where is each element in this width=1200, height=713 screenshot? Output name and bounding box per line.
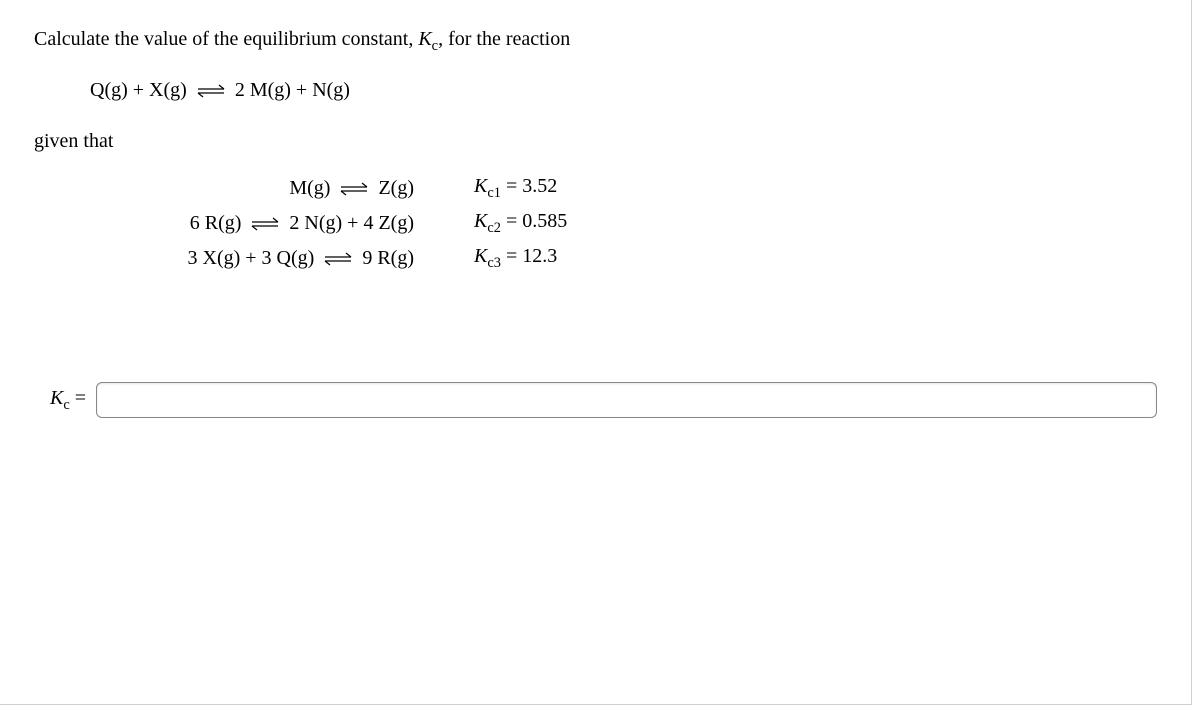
reaction-rhs: 9 R(g) [362,247,414,269]
kc-answer-input[interactable] [96,382,1157,418]
equilibrium-arrow-icon [196,84,226,98]
reactions-table: M(g) Z(g) Kc1 = 3.52 6 R(g) [94,175,1157,272]
reaction-row: 3 X(g) + 3 Q(g) 9 R(g) [94,247,414,270]
target-lhs: Q(g) + X(g) [90,79,187,101]
reaction-lhs: M(g) [289,177,330,199]
k-base: K [474,210,487,232]
target-equation: Q(g) + X(g) 2 M(g) + N(g) [90,79,1157,102]
question-page: Calculate the value of the equilibrium c… [0,0,1192,705]
answer-equals: = [70,387,86,409]
k-sub: c1 [487,185,501,201]
reaction-row: 6 R(g) 2 N(g) + 4 Z(g) [94,212,414,235]
k-value: 12.3 [522,245,557,267]
kc-symbol-base: K [418,28,431,50]
prompt-suffix: , for the reaction [438,28,570,50]
answer-label: Kc = [50,387,96,414]
answer-row: Kc = [50,382,1157,418]
kc-value-cell: Kc1 = 3.52 [474,175,674,202]
equals: = [506,245,522,267]
kc-value-cell: Kc3 = 12.3 [474,245,674,272]
reaction-lhs: 6 R(g) [190,212,242,234]
answer-k-base: K [50,387,63,409]
prompt-prefix: Calculate the value of the equilibrium c… [34,28,418,50]
reaction-rhs: 2 N(g) + 4 Z(g) [289,212,414,234]
k-sub: c3 [487,255,501,271]
target-rhs: 2 M(g) + N(g) [235,79,350,101]
reaction-lhs: 3 X(g) + 3 Q(g) [188,247,315,269]
k-value: 0.585 [522,210,567,232]
equals: = [506,175,522,197]
k-base: K [474,245,487,267]
equilibrium-arrow-icon [323,252,353,266]
equals: = [506,210,522,232]
k-base: K [474,175,487,197]
reaction-row: M(g) Z(g) [94,177,414,200]
given-that-label: given that [34,130,1157,153]
equilibrium-arrow-icon [339,182,369,196]
k-value: 3.52 [522,175,557,197]
prompt-text: Calculate the value of the equilibrium c… [34,28,1157,55]
reaction-rhs: Z(g) [378,177,414,199]
k-sub: c2 [487,220,501,236]
kc-value-cell: Kc2 = 0.585 [474,210,674,237]
equilibrium-arrow-icon [250,217,280,231]
